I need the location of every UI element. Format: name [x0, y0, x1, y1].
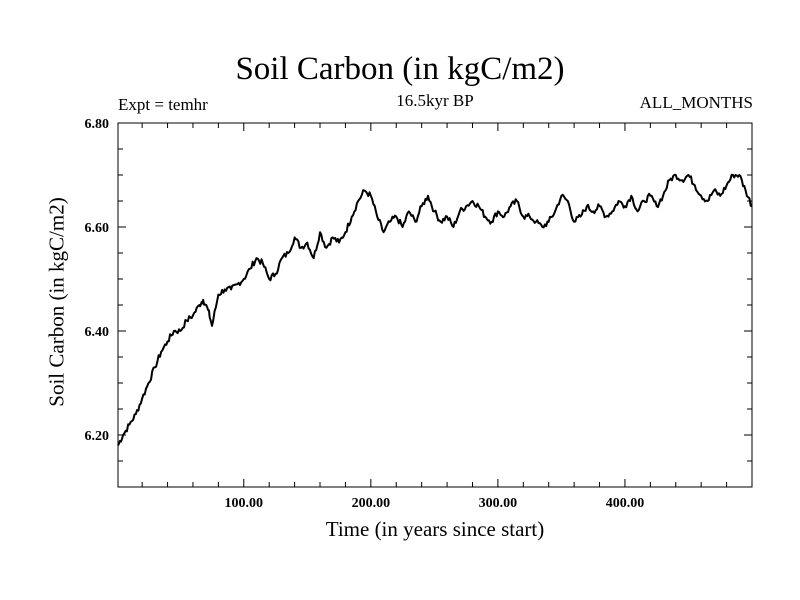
y-tick-label: 6.20: [85, 429, 110, 444]
experiment-label: Expt = temhr: [118, 95, 208, 114]
y-tick-label: 6.40: [85, 325, 110, 340]
months-label: ALL_MONTHS: [639, 93, 753, 112]
x-tick-label: 200.00: [352, 496, 391, 511]
x-tick-label: 100.00: [225, 496, 264, 511]
x-tick-label: 400.00: [606, 496, 645, 511]
y-tick-label: 6.80: [85, 117, 110, 132]
chart-subtitle: 16.5kyr BP: [396, 91, 474, 110]
x-tick-label: 300.00: [479, 496, 518, 511]
series-line: [117, 173, 753, 446]
x-axis-label: Time (in years since start): [325, 517, 545, 541]
y-tick-label: 6.60: [85, 221, 110, 236]
chart-title: Soil Carbon (in kgC/m2): [235, 51, 565, 87]
plot-frame: [117, 122, 753, 488]
